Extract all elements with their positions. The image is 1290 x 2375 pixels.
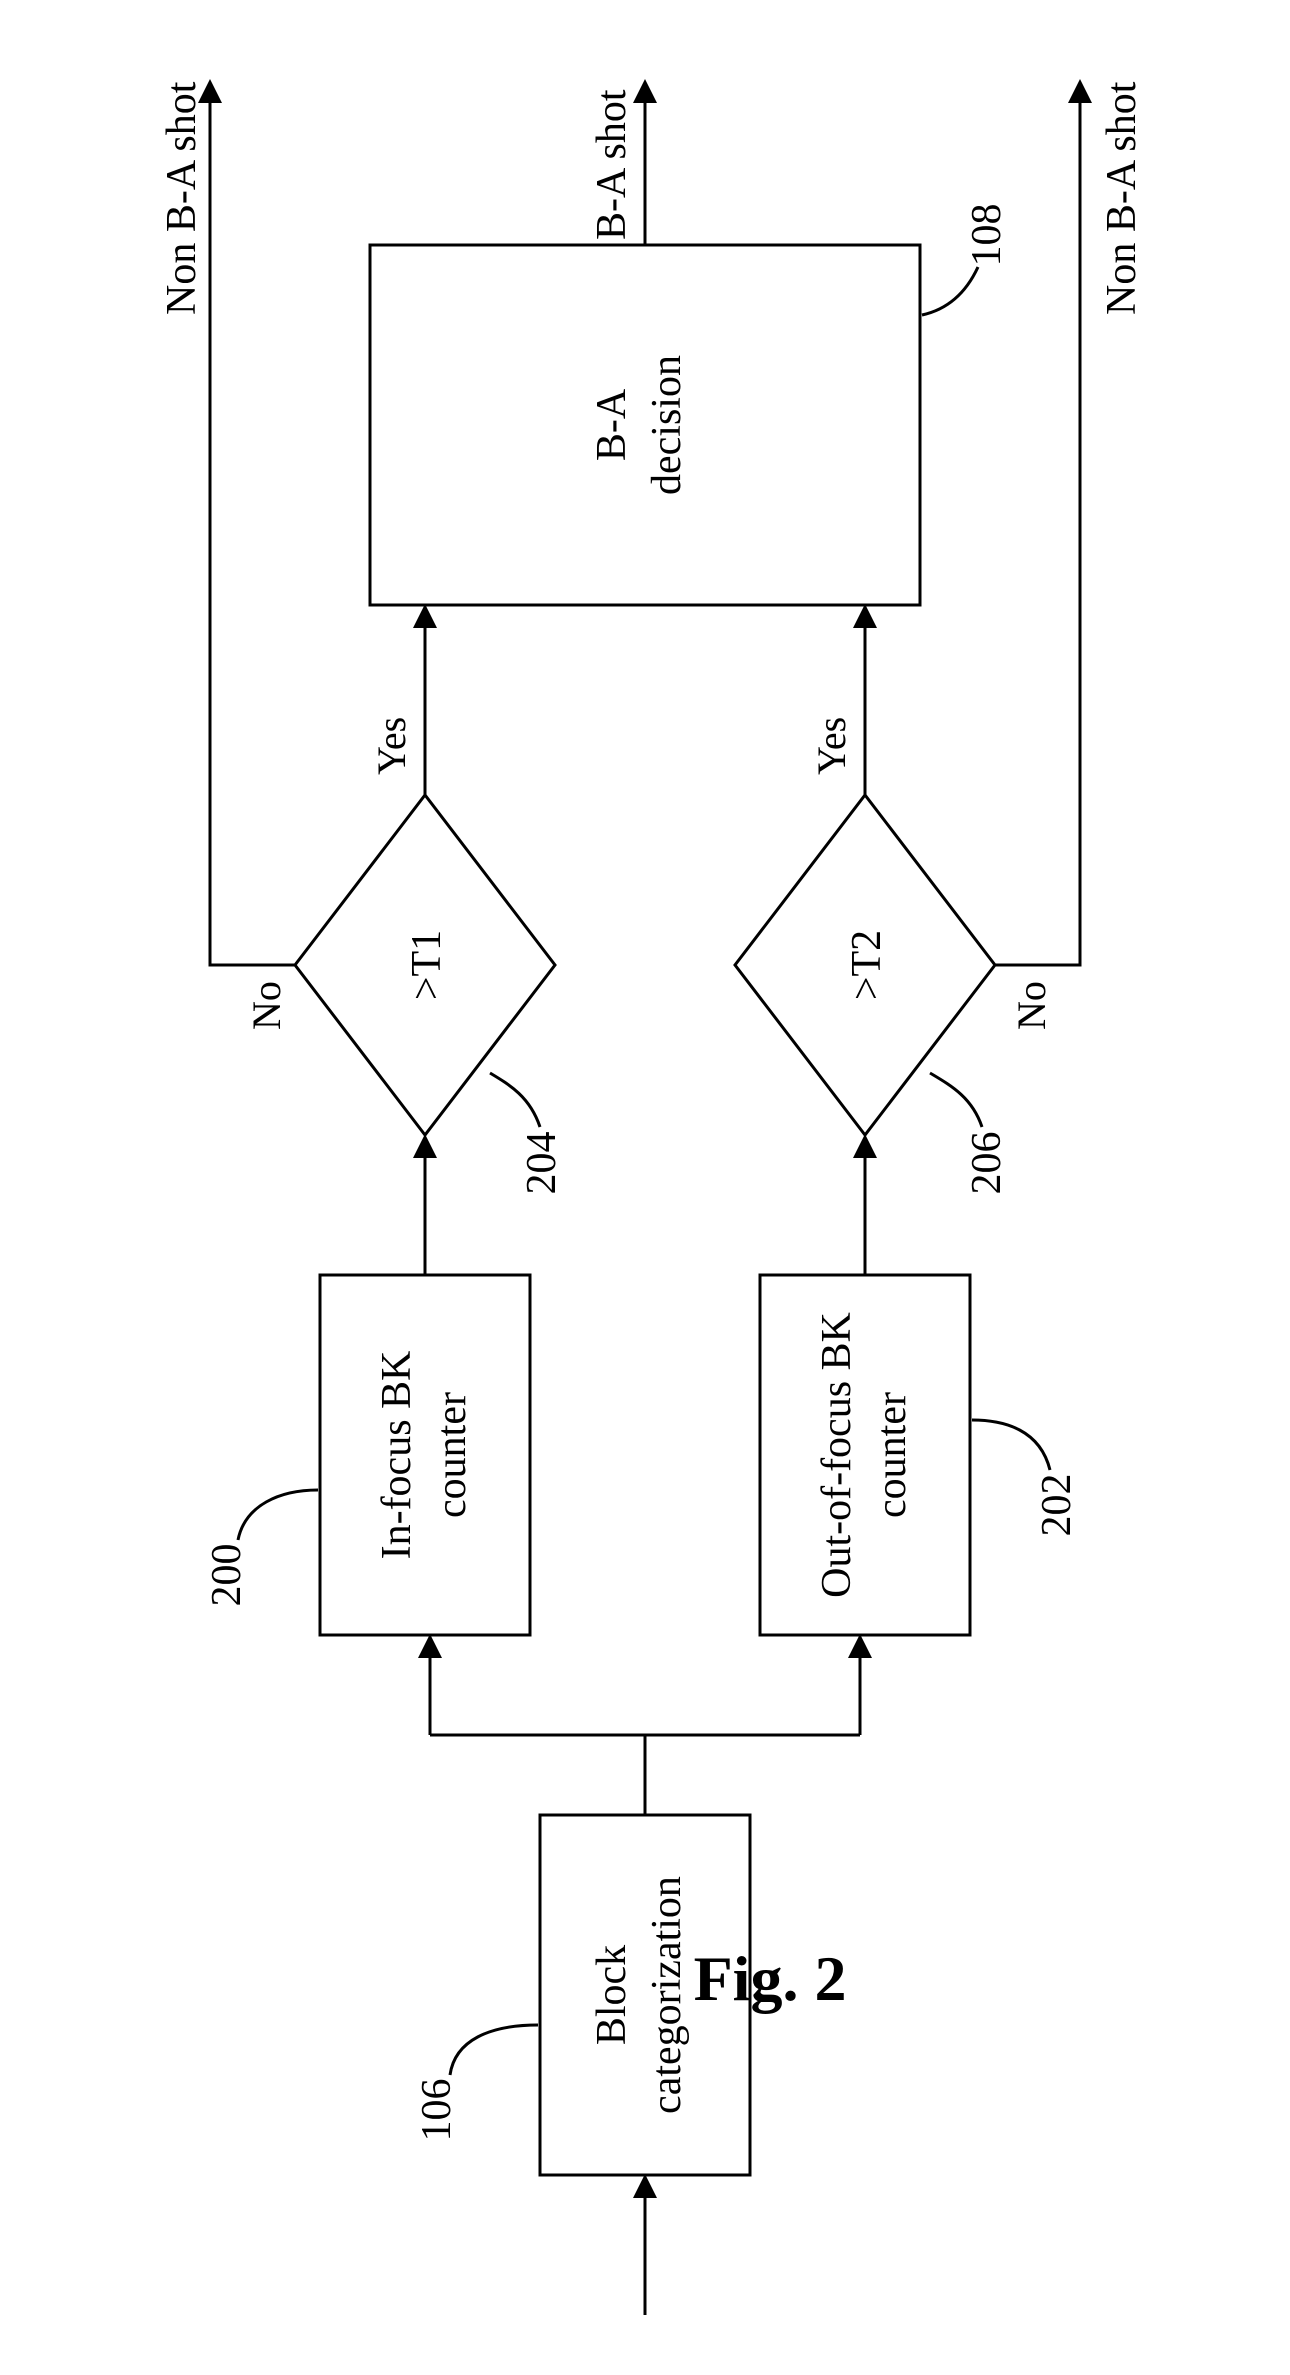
t2-no-path: No Non B-A shot [995,81,1145,1030]
t1-yes-label: Yes [369,717,414,775]
ba-decision-node: B-A decision [370,245,920,605]
decision-t1-node: >T1 [295,795,555,1135]
in-focus-label-2: counter [429,1392,475,1518]
ref-108: 108 [964,204,1010,267]
ref-106: 106 [414,2079,460,2142]
leader-204 [490,1073,540,1127]
ba-decision-label-2: decision [644,355,690,495]
out-focus-label-1: Out-of-focus BK [814,1312,860,1598]
in-focus-counter-node: In-focus BK counter [320,1275,530,1635]
leader-206 [930,1073,982,1127]
ref-200: 200 [204,1544,250,1607]
leader-200 [238,1490,318,1540]
block-categorization-label-1: Block [589,1945,635,2045]
leader-106 [450,2025,538,2075]
ref-204: 204 [519,1132,565,1195]
decision-t2-label: >T2 [844,930,890,1000]
leader-108 [922,267,978,315]
out-focus-counter-node: Out-of-focus BK counter [760,1275,970,1635]
decision-t2-node: >T2 [735,795,995,1135]
out-focus-label-2: counter [869,1392,915,1518]
output-non-ba-top: Non B-A shot [159,81,205,315]
block-categorization-label-2: categorization [644,1876,690,2114]
t2-no-label: No [1009,981,1054,1030]
in-focus-label-1: In-focus BK [374,1351,420,1560]
ba-decision-label-1: B-A [589,388,635,461]
ref-202: 202 [1034,1474,1080,1537]
t1-no-label: No [244,981,289,1030]
output-ba-shot: B-A shot [589,89,635,240]
ref-206: 206 [964,1132,1010,1195]
output-non-ba-bottom: Non B-A shot [1099,81,1145,315]
decision-t1-label: >T1 [404,930,450,1000]
t2-yes-label: Yes [809,717,854,775]
figure-label: Fig. 2 [694,1943,847,2014]
leader-202 [972,1420,1050,1470]
t1-no-path: No Non B-A shot [159,81,295,1030]
